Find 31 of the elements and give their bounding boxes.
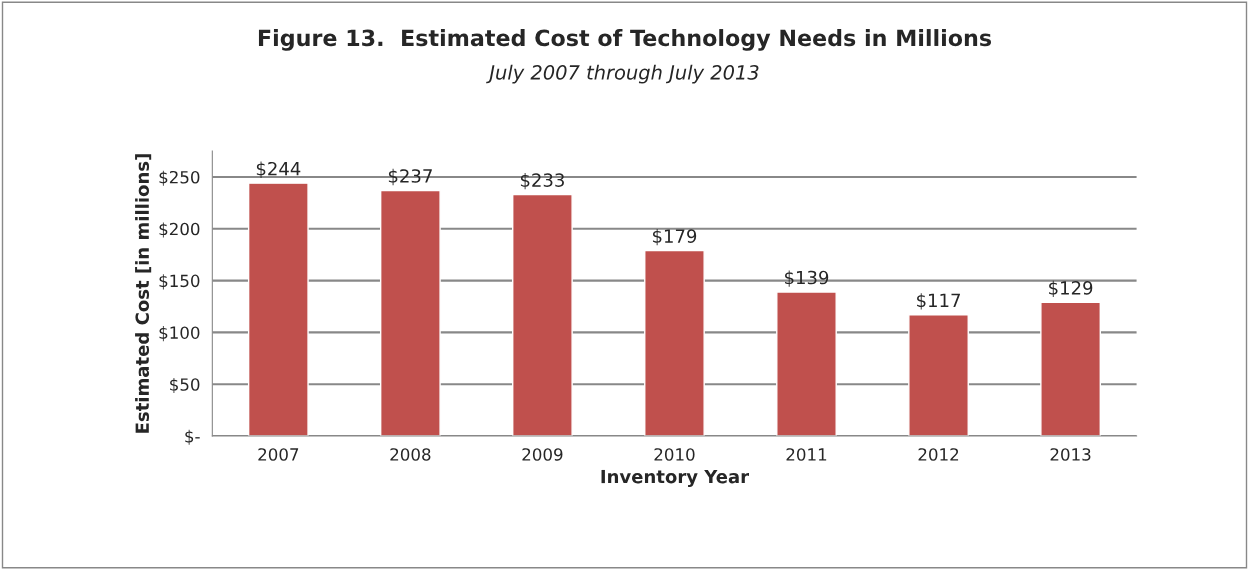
x-tick-label: 2008	[390, 448, 431, 461]
x-tick-label: 2013	[1050, 448, 1091, 461]
data-label: $117	[917, 293, 960, 310]
data-label: $139	[785, 270, 829, 287]
y-tick-label: $250	[159, 170, 200, 186]
data-label: $244	[256, 161, 301, 178]
y-tick-label: $-	[185, 429, 200, 445]
bar	[908, 314, 969, 437]
bar	[644, 249, 705, 437]
x-tick-label: 2007	[258, 448, 299, 461]
data-label: $129	[1049, 280, 1093, 298]
data-label: $179	[652, 228, 697, 246]
bar	[247, 182, 309, 437]
bar	[379, 189, 441, 437]
chart-subtitle: July 2007 through July 2013	[486, 64, 759, 84]
x-axis-title: Inventory Year	[601, 469, 750, 488]
bar	[776, 291, 837, 437]
y-tick-label: $150	[159, 274, 200, 290]
x-tick-label: 2010	[654, 448, 695, 461]
x-tick-label: 2012	[918, 448, 959, 461]
x-tick-label: 2011	[786, 448, 827, 461]
bar	[512, 193, 573, 437]
bar	[1040, 301, 1101, 437]
y-tick-label: $100	[159, 326, 200, 342]
y-tick-label: $50	[170, 377, 200, 394]
data-label: $237	[388, 168, 432, 186]
data-label: $233	[520, 172, 564, 190]
x-tick-label: 2009	[522, 448, 563, 461]
y-axis-title: Estimated Cost [in millions]	[135, 154, 152, 433]
y-tick-label: $200	[159, 222, 200, 238]
chart-title: Figure 13. Estimated Cost of Technology Needs in Millions	[258, 29, 992, 51]
